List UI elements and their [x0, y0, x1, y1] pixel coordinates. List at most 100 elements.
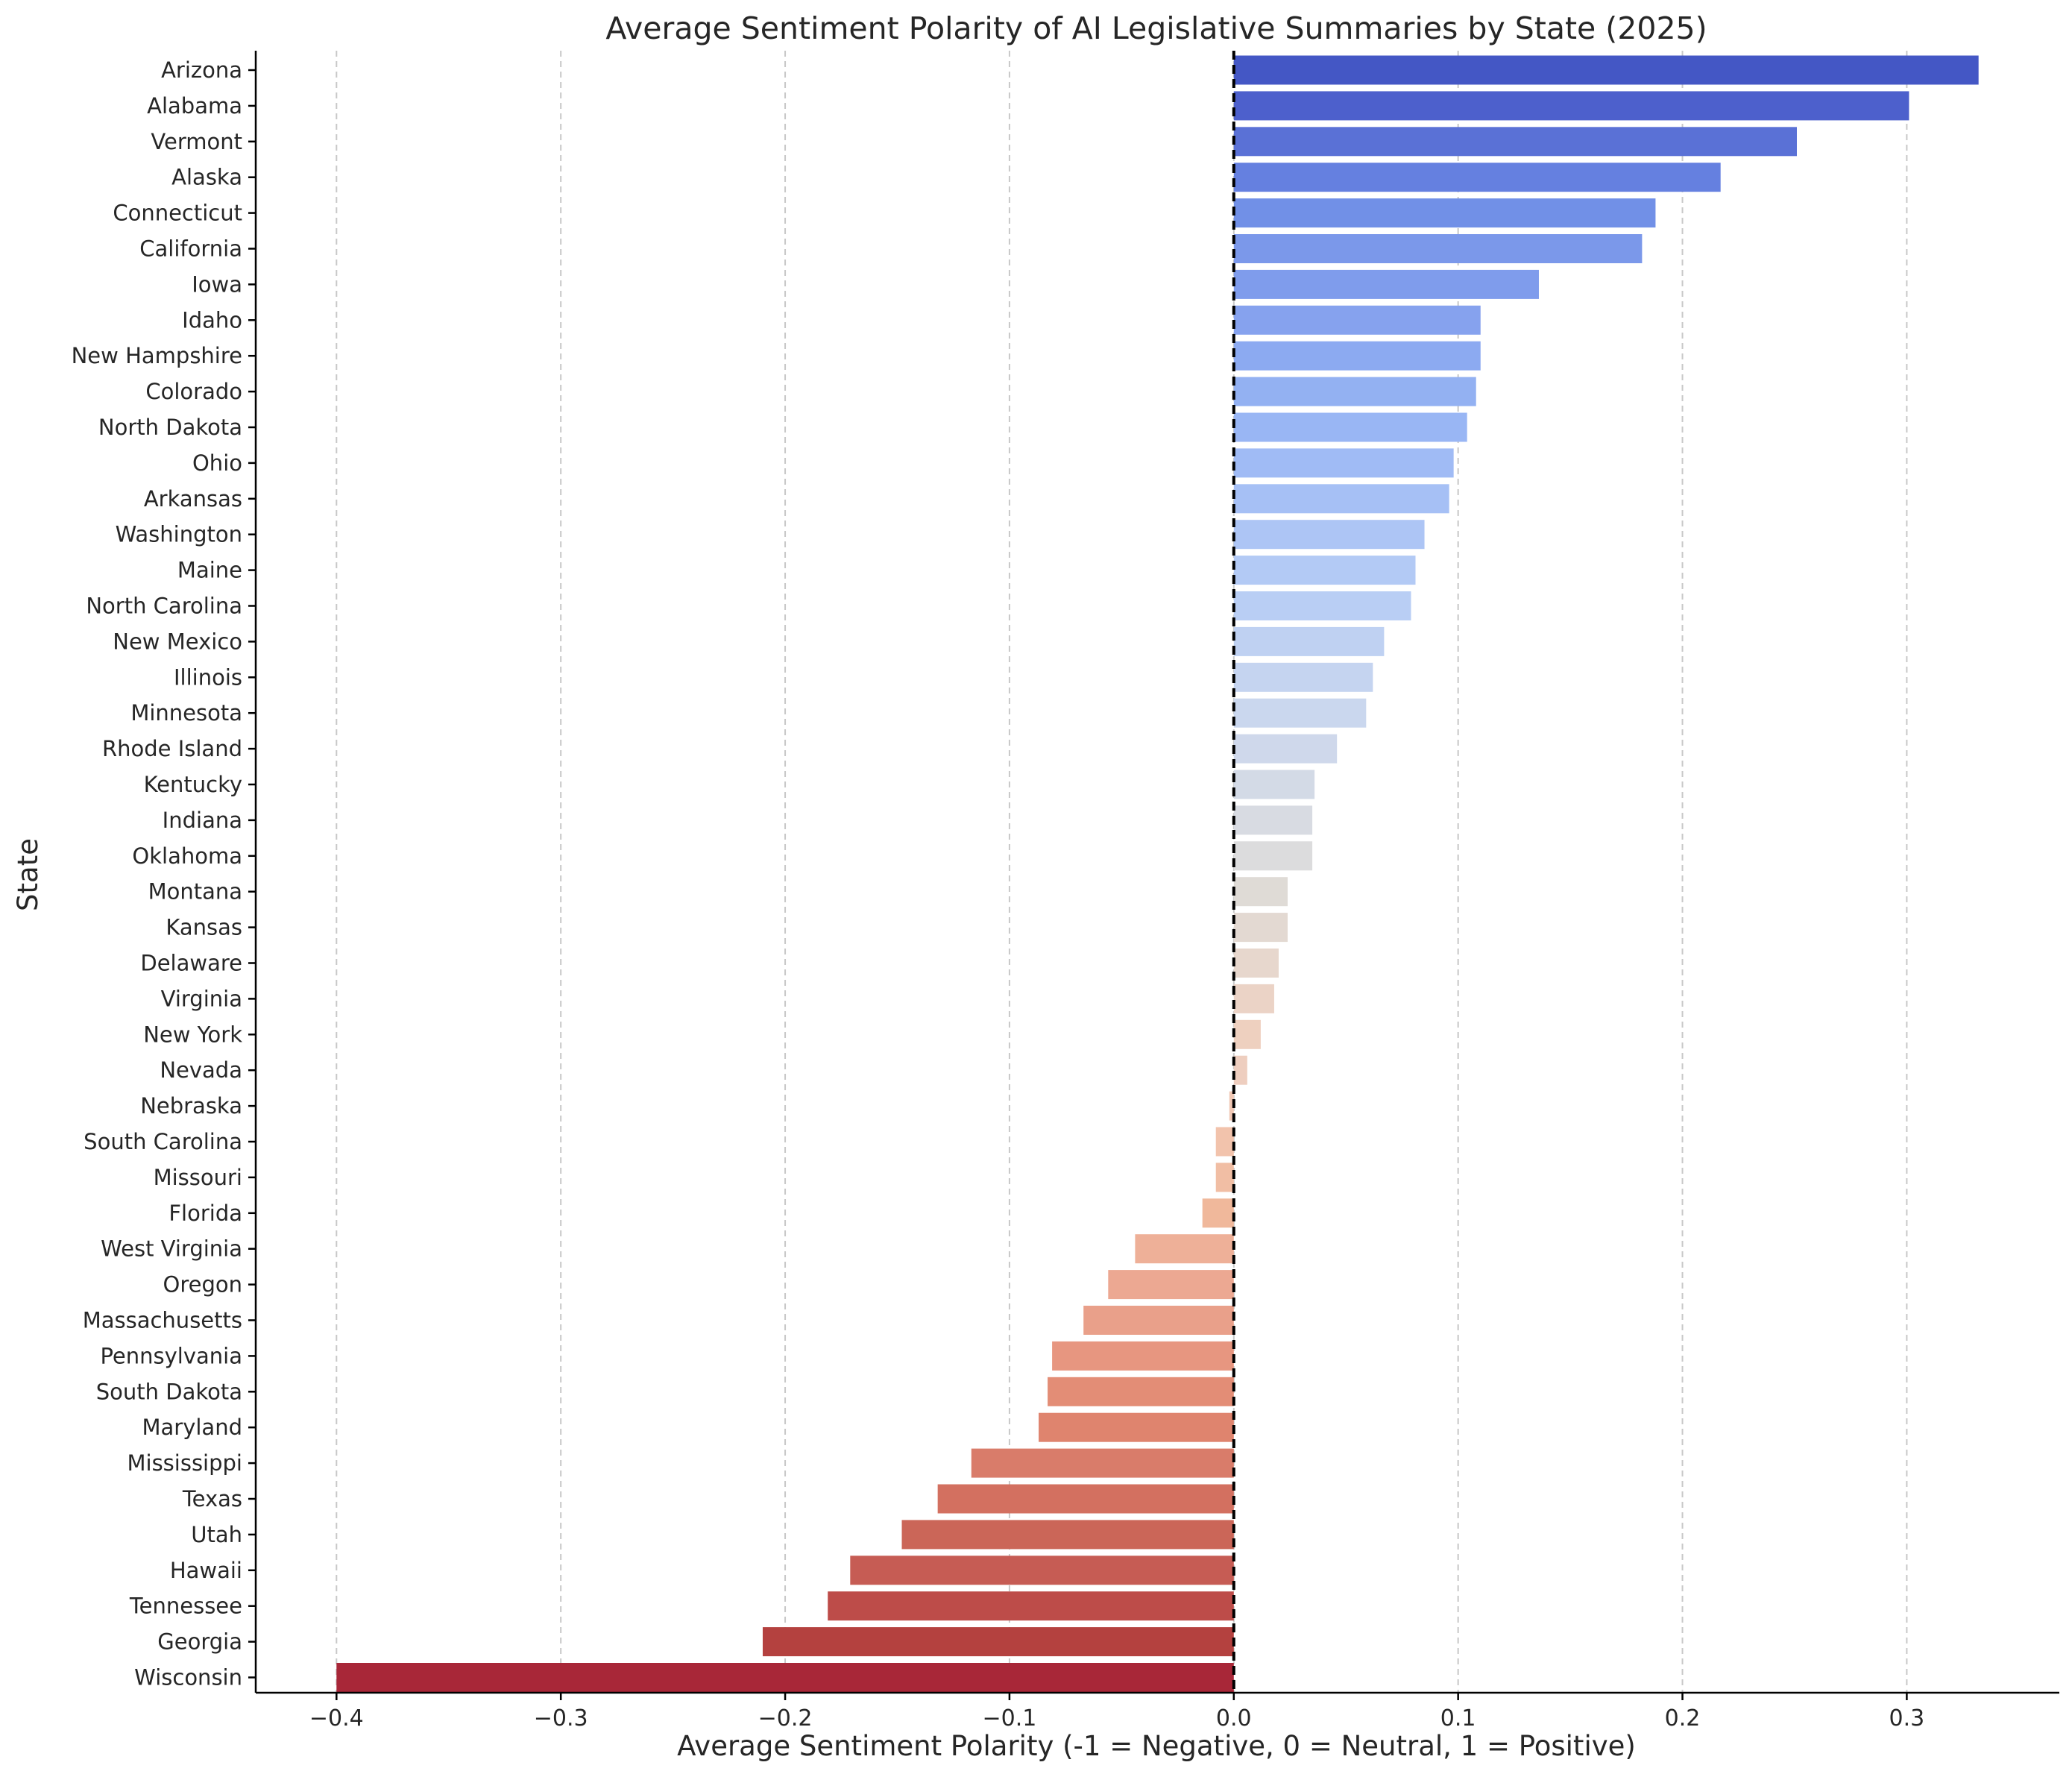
- y-tick-label-colorado: Colorado: [145, 379, 242, 404]
- bar-mississippi: [971, 1448, 1234, 1478]
- y-tick-label-new-york: New York: [143, 1022, 242, 1047]
- y-tick-label-south-carolina: South Carolina: [84, 1129, 242, 1154]
- y-tick-label-minnesota: Minnesota: [130, 700, 242, 726]
- x-tick-label-6: 0.2: [1665, 1705, 1701, 1731]
- bars: [336, 55, 1979, 1692]
- y-tick-label-arkansas: Arkansas: [144, 486, 242, 512]
- bar-alabama: [1233, 91, 1909, 121]
- x-tick-label-3: −0.1: [982, 1705, 1036, 1731]
- bar-west-virginia: [1135, 1234, 1234, 1264]
- y-tick-label-missouri: Missouri: [154, 1165, 242, 1190]
- bar-minnesota: [1233, 698, 1367, 728]
- bar-tennessee: [828, 1591, 1234, 1621]
- y-tick-label-rhode-island: Rhode Island: [102, 736, 242, 761]
- y-tick-label-new-hampshire: New Hampshire: [72, 343, 242, 368]
- chart-title: Average Sentiment Polarity of AI Legisla…: [605, 10, 1707, 46]
- y-tick-label-texas: Texas: [182, 1486, 242, 1512]
- y-tick-label-oregon: Oregon: [163, 1272, 242, 1298]
- y-axis-ticks: Arizona Alabama Vermont Alaska Connecticut Ca…: [72, 57, 256, 1690]
- bar-california: [1233, 234, 1643, 263]
- bar-georgia: [762, 1627, 1234, 1657]
- bar-maryland: [1039, 1412, 1234, 1442]
- bar-colorado: [1233, 377, 1476, 406]
- y-tick-label-nevada: Nevada: [160, 1057, 242, 1083]
- bar-connecticut: [1233, 198, 1656, 228]
- bar-new-mexico: [1233, 626, 1385, 656]
- y-tick-label-ohio: Ohio: [192, 450, 242, 476]
- y-tick-label-kentucky: Kentucky: [144, 772, 242, 797]
- y-tick-label-delaware: Delaware: [140, 951, 242, 976]
- y-tick-label-massachusetts: Massachusetts: [83, 1308, 242, 1333]
- y-tick-label-alabama: Alabama: [147, 93, 242, 119]
- y-tick-label-alaska: Alaska: [171, 165, 242, 190]
- bar-missouri: [1215, 1163, 1234, 1192]
- y-tick-label-nebraska: Nebraska: [140, 1093, 242, 1119]
- bar-rhode-island: [1233, 734, 1338, 764]
- y-tick-label-virginia: Virginia: [161, 986, 242, 1011]
- x-tick-label-7: 0.3: [1889, 1705, 1925, 1731]
- bar-illinois: [1233, 662, 1373, 692]
- x-tick-label-1: −0.3: [534, 1705, 588, 1731]
- x-axis-ticks: −0.4 −0.3 −0.2 −0.1 0.0 0.1 0.2 0.3: [309, 1693, 1924, 1731]
- y-tick-label-maryland: Maryland: [142, 1415, 243, 1440]
- bar-north-carolina: [1233, 591, 1411, 620]
- bar-utah: [901, 1520, 1234, 1550]
- y-tick-label-north-dakota: North Dakota: [98, 415, 242, 440]
- bar-washington: [1233, 520, 1425, 550]
- x-tick-label-5: 0.1: [1440, 1705, 1476, 1731]
- y-tick-label-north-carolina: North Carolina: [86, 594, 242, 619]
- x-tick-label-2: −0.2: [758, 1705, 813, 1731]
- bar-hawaii: [850, 1556, 1234, 1585]
- bar-nebraska: [1229, 1091, 1234, 1121]
- y-tick-label-hawaii: Hawaii: [170, 1558, 242, 1583]
- bar-oklahoma: [1233, 841, 1313, 871]
- y-tick-label-indiana: Indiana: [163, 808, 242, 833]
- y-tick-label-mississippi: Mississippi: [127, 1450, 242, 1476]
- bar-montana: [1233, 877, 1288, 907]
- bar-iowa: [1233, 269, 1539, 299]
- y-tick-label-georgia: Georgia: [157, 1629, 242, 1655]
- y-axis-title: State: [12, 838, 44, 911]
- bar-virginia: [1233, 984, 1274, 1013]
- bar-wisconsin: [336, 1663, 1234, 1692]
- y-tick-label-tennessee: Tennessee: [129, 1594, 242, 1619]
- bar-indiana: [1233, 805, 1313, 835]
- bar-ohio: [1233, 448, 1454, 478]
- bar-delaware: [1233, 949, 1279, 978]
- x-axis-title: Average Sentiment Polarity (-1 = Negativ…: [677, 1730, 1636, 1762]
- bar-north-dakota: [1233, 412, 1467, 442]
- y-tick-label-montana: Montana: [148, 879, 242, 905]
- x-tick-label-4: 0.0: [1216, 1705, 1252, 1731]
- y-tick-label-iowa: Iowa: [192, 271, 242, 297]
- y-tick-label-connecticut: Connecticut: [113, 201, 242, 226]
- bar-kentucky: [1233, 770, 1315, 799]
- bar-massachusetts: [1083, 1306, 1234, 1335]
- bar-south-carolina: [1215, 1127, 1234, 1157]
- y-tick-label-illinois: Illinois: [174, 664, 242, 690]
- y-tick-label-south-dakota: South Dakota: [96, 1379, 242, 1404]
- x-tick-label-0: −0.4: [309, 1705, 364, 1731]
- y-tick-label-oklahoma: Oklahoma: [132, 843, 242, 869]
- y-tick-label-florida: Florida: [169, 1201, 242, 1226]
- bar-vermont: [1233, 127, 1797, 157]
- y-tick-label-maine: Maine: [177, 558, 242, 583]
- bar-new-york: [1233, 1019, 1261, 1049]
- y-tick-label-wisconsin: Wisconsin: [134, 1665, 242, 1690]
- bar-south-dakota: [1048, 1377, 1234, 1406]
- y-tick-label-west-virginia: West Virginia: [101, 1236, 242, 1262]
- bar-new-hampshire: [1233, 341, 1481, 371]
- bar-pennsylvania: [1052, 1341, 1234, 1371]
- bar-idaho: [1233, 305, 1481, 335]
- bar-maine: [1233, 556, 1416, 585]
- bar-texas: [937, 1484, 1234, 1514]
- bar-florida: [1202, 1198, 1234, 1228]
- y-tick-label-california: California: [139, 236, 242, 262]
- y-tick-label-utah: Utah: [191, 1522, 242, 1547]
- y-tick-label-new-mexico: New Mexico: [113, 629, 242, 654]
- y-tick-label-washington: Washington: [116, 522, 242, 547]
- bar-nevada: [1233, 1055, 1247, 1085]
- bar-oregon: [1108, 1270, 1234, 1300]
- y-tick-label-vermont: Vermont: [151, 129, 242, 154]
